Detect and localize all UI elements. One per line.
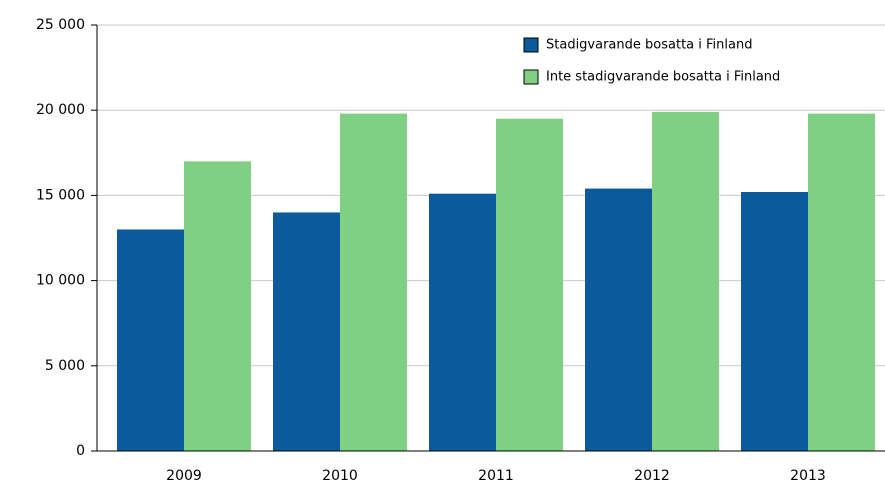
y-tick-label: 10 000 xyxy=(36,273,85,289)
x-tick-label: 2013 xyxy=(790,468,826,484)
legend-swatch xyxy=(523,69,539,85)
legend-label: Stadigvarande bosatta i Finland xyxy=(546,38,752,53)
bar xyxy=(808,113,875,451)
x-tick-label: 2010 xyxy=(322,468,358,484)
legend-label: Inte stadigvarande bosatta i Finland xyxy=(546,70,780,85)
bar xyxy=(429,193,496,452)
bar xyxy=(585,188,652,452)
x-tick-label: 2011 xyxy=(478,468,514,484)
legend-swatch xyxy=(523,37,539,53)
bar xyxy=(652,111,719,452)
bar xyxy=(117,229,184,451)
x-tick-label: 2009 xyxy=(166,468,202,484)
bar xyxy=(184,161,251,451)
x-tick-label: 2012 xyxy=(634,468,670,484)
bar xyxy=(273,212,340,451)
bar xyxy=(496,118,563,451)
bar xyxy=(340,113,407,451)
y-tick-label: 0 xyxy=(76,443,85,459)
y-tick-label: 15 000 xyxy=(36,187,85,203)
y-tick-label: 20 000 xyxy=(36,102,85,118)
y-tick-label: 25 000 xyxy=(36,17,85,33)
y-tick-label: 5 000 xyxy=(45,358,85,374)
bar xyxy=(741,191,808,451)
